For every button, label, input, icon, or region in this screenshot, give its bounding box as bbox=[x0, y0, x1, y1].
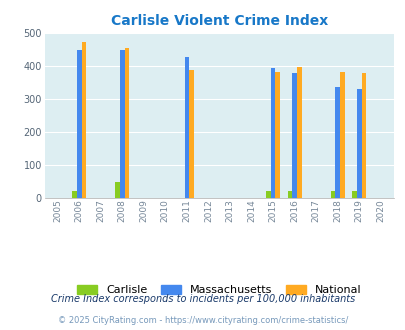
Bar bbox=[81, 42, 86, 198]
Bar bbox=[184, 57, 189, 198]
Bar bbox=[72, 191, 77, 198]
Bar bbox=[270, 68, 275, 198]
Bar bbox=[361, 73, 366, 198]
Legend: Carlisle, Massachusetts, National: Carlisle, Massachusetts, National bbox=[75, 283, 362, 298]
Bar bbox=[265, 191, 270, 198]
Bar bbox=[189, 70, 194, 198]
Bar bbox=[356, 89, 361, 198]
Bar bbox=[335, 87, 339, 198]
Bar bbox=[77, 50, 81, 198]
Bar bbox=[292, 73, 296, 198]
Bar bbox=[296, 67, 301, 198]
Bar bbox=[339, 72, 344, 198]
Bar bbox=[330, 191, 335, 198]
Bar bbox=[119, 50, 124, 198]
Bar bbox=[352, 191, 356, 198]
Bar bbox=[287, 191, 292, 198]
Bar bbox=[275, 72, 279, 198]
Text: Crime Index corresponds to incidents per 100,000 inhabitants: Crime Index corresponds to incidents per… bbox=[51, 294, 354, 304]
Bar bbox=[115, 182, 119, 198]
Title: Carlisle Violent Crime Index: Carlisle Violent Crime Index bbox=[110, 14, 327, 28]
Text: © 2025 CityRating.com - https://www.cityrating.com/crime-statistics/: © 2025 CityRating.com - https://www.city… bbox=[58, 316, 347, 325]
Bar bbox=[124, 48, 129, 198]
